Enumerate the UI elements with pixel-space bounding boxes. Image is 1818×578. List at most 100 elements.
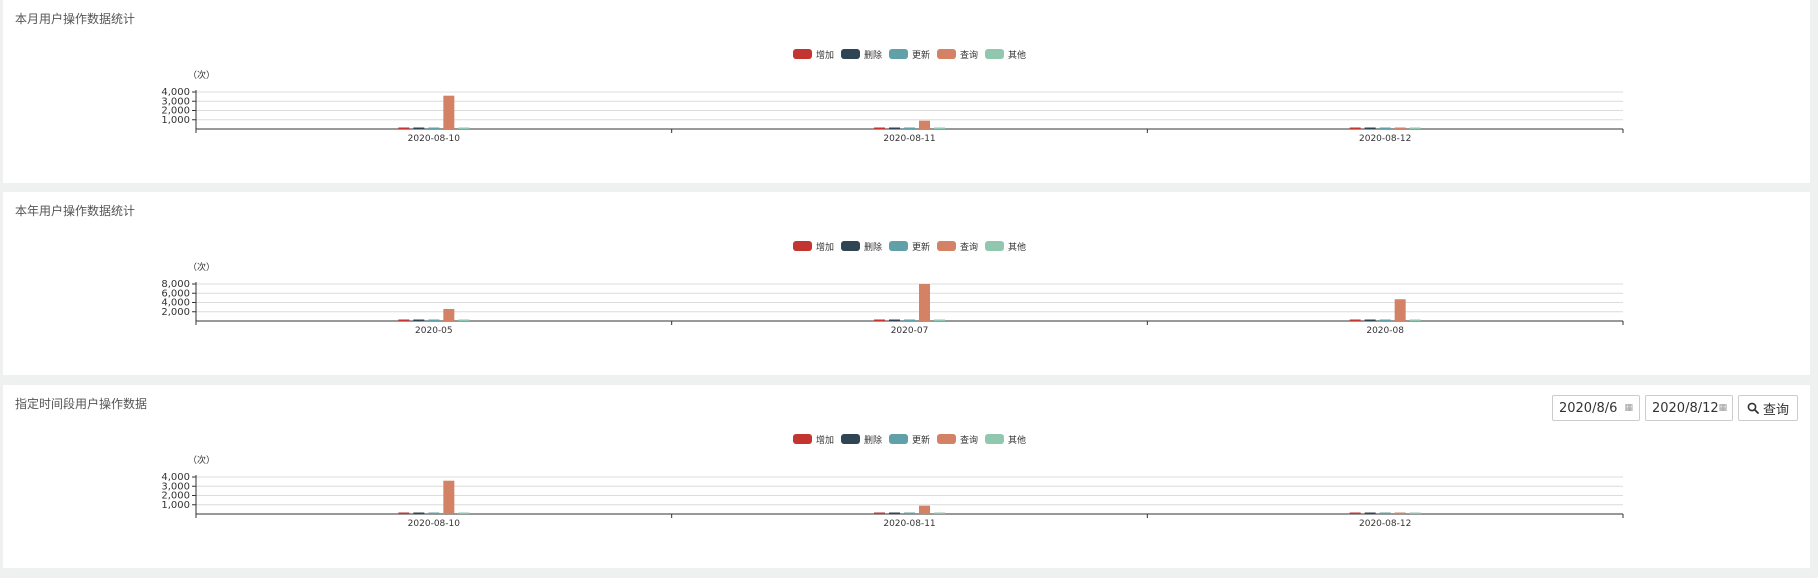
bar	[413, 127, 425, 129]
bar	[874, 127, 885, 129]
x-tick-label: 2020-05	[415, 326, 453, 336]
legend-swatch	[985, 49, 1004, 59]
legend-swatch	[985, 434, 1004, 444]
legend-swatch	[841, 49, 860, 59]
y-tick-label: 6,000	[161, 288, 190, 299]
legend-label: 删除	[864, 241, 882, 253]
bar	[904, 319, 915, 321]
legend-label: 更新	[912, 49, 930, 61]
y-tick-label: 4,000	[161, 298, 190, 309]
panel-title: 本月用户操作数据统计	[15, 12, 136, 26]
bar	[458, 319, 470, 321]
legend-label: 删除	[864, 49, 882, 61]
y-tick-label: 2,000	[161, 307, 190, 318]
bar	[889, 512, 900, 514]
legend-label: 其他	[1008, 241, 1026, 253]
legend-swatch	[937, 434, 956, 444]
bar	[934, 319, 945, 321]
x-tick-label: 2020-08	[1366, 326, 1404, 336]
bar	[458, 512, 470, 514]
bar	[1394, 299, 1406, 321]
bar	[934, 512, 945, 514]
legend-label: 增加	[816, 49, 834, 61]
calendar-icon: ▦	[1718, 403, 1728, 413]
y-tick-label: 1,000	[161, 500, 190, 511]
legend-label: 查询	[960, 434, 978, 446]
y-axis-unit-label: （次）	[188, 69, 215, 81]
bar	[458, 127, 470, 129]
y-tick-label: 2,000	[161, 491, 190, 502]
bar	[1349, 512, 1361, 514]
yearly-stats-panel: 本年用户操作数据统计 增加 删除 更新 查询 其他 （次） 2,000 4,000 6,000 8…	[3, 192, 1810, 375]
legend-swatch	[889, 241, 908, 251]
monthly-stats-panel: 本月用户操作数据统计 增加 删除 更新 查询 其他 （次） 1,000 2,000 3,000 4…	[3, 0, 1810, 183]
search-button-label: 查询	[1762, 402, 1789, 418]
bar	[919, 505, 930, 514]
x-tick-label: 2020-08-12	[1359, 519, 1411, 529]
legend-label: 增加	[816, 241, 834, 253]
bar	[398, 512, 410, 514]
bar	[874, 512, 885, 514]
legend-swatch	[985, 241, 1004, 251]
bar	[1394, 512, 1406, 514]
x-tick-label: 2020-08-11	[883, 134, 935, 144]
x-tick-label: 2020-08-10	[408, 134, 461, 144]
y-axis-unit-label: （次）	[188, 261, 215, 273]
bar	[1409, 319, 1421, 321]
bar	[443, 95, 455, 129]
y-tick-label: 3,000	[161, 96, 190, 107]
bar	[919, 284, 930, 321]
legend-swatch	[841, 241, 860, 251]
legend-swatch	[793, 49, 812, 59]
legend-label: 查询	[960, 241, 978, 253]
search-button[interactable]: 查询	[1737, 395, 1798, 421]
bar	[1349, 127, 1361, 129]
bar	[904, 512, 915, 514]
bar	[889, 127, 900, 129]
bar	[1364, 319, 1376, 321]
legend-label: 查询	[960, 49, 978, 61]
bar	[1379, 319, 1391, 321]
legend-swatch	[841, 434, 860, 444]
y-tick-label: 4,000	[161, 472, 190, 483]
bar	[428, 127, 440, 129]
legend-swatch	[793, 434, 812, 444]
legend-swatch	[937, 241, 956, 251]
y-tick-label: 2,000	[161, 106, 190, 117]
panel-title: 指定时间段用户操作数据	[15, 397, 148, 411]
x-tick-label: 2020-07	[891, 326, 929, 336]
bar	[1364, 512, 1376, 514]
bar	[1349, 319, 1361, 321]
bar	[443, 480, 455, 514]
bar	[1379, 127, 1391, 129]
bar	[889, 319, 900, 321]
bar	[1409, 127, 1421, 129]
x-tick-label: 2020-08-12	[1359, 134, 1411, 144]
panel-title: 本年用户操作数据统计	[15, 204, 136, 218]
bar	[1364, 127, 1376, 129]
y-tick-label: 3,000	[161, 481, 190, 492]
y-tick-label: 4,000	[161, 87, 190, 98]
bar	[1394, 127, 1406, 129]
bar	[398, 127, 410, 129]
search-icon	[1747, 402, 1759, 414]
bar	[398, 319, 410, 321]
legend-swatch	[889, 49, 908, 59]
bar	[413, 319, 425, 321]
calendar-icon: ▦	[1624, 403, 1633, 413]
range-stats-panel: 指定时间段用户操作数据 2020/8/6 ▦ 2020/8/12 ▦ 查询 增加…	[3, 385, 1810, 568]
bar	[428, 319, 440, 321]
bar	[919, 120, 930, 129]
end-date-input[interactable]: 2020/8/12 ▦	[1644, 395, 1733, 421]
bar	[428, 512, 440, 514]
bar	[1379, 512, 1391, 514]
bar	[904, 127, 915, 129]
bar	[934, 127, 945, 129]
legend-label: 其他	[1008, 434, 1026, 446]
y-tick-label: 1,000	[161, 115, 190, 126]
start-date-input[interactable]: 2020/8/6 ▦	[1551, 395, 1640, 421]
legend-label: 更新	[912, 241, 930, 253]
